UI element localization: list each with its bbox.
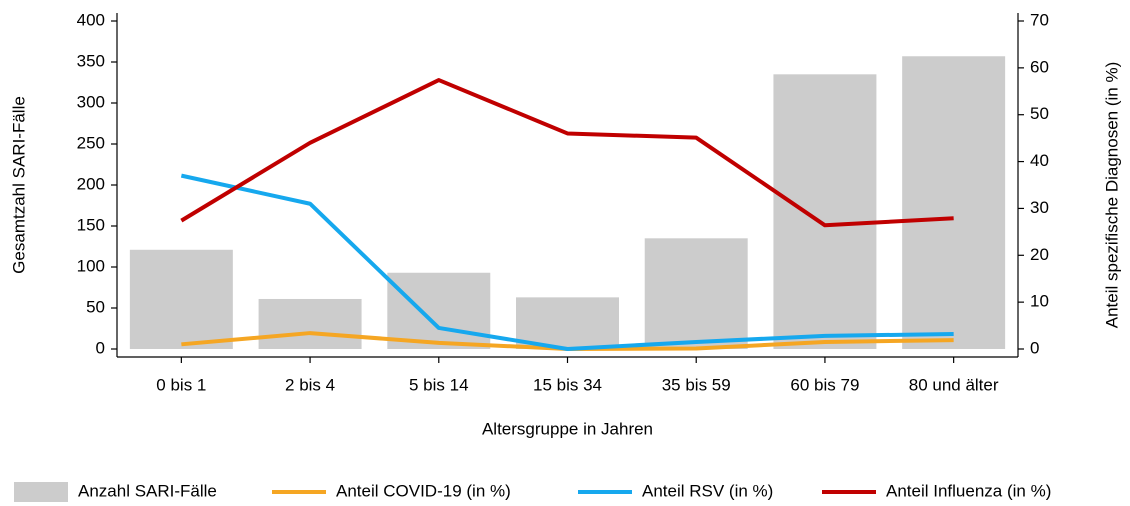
legend-label: Anteil COVID-19 (in %) <box>336 481 511 500</box>
bar <box>902 56 1006 349</box>
bar <box>258 298 362 349</box>
bar <box>387 272 491 349</box>
y2-axis-title: Anteil spezifische Diagnosen (in %) <box>1102 62 1121 328</box>
line <box>180 78 954 228</box>
line <box>180 173 954 351</box>
y2-tick-label: 50 <box>1030 104 1049 123</box>
y2-tick-label: 20 <box>1030 245 1049 264</box>
legend-label: Anteil Influenza (in %) <box>886 481 1051 500</box>
y-tick-label: 250 <box>77 133 105 152</box>
x-tick-label: 0 bis 1 <box>156 375 206 394</box>
x-tick-label: 60 bis 79 <box>790 375 859 394</box>
y2-tick-label: 40 <box>1030 151 1049 170</box>
y-tick-label: 300 <box>77 92 105 111</box>
x-tick-label: 2 bis 4 <box>285 375 335 394</box>
y-tick-label: 350 <box>77 51 105 70</box>
x-tick-label: 15 bis 34 <box>533 375 602 394</box>
legend-label: Anzahl SARI-Fälle <box>78 481 217 500</box>
x-axis-title: Altersgruppe in Jahren <box>482 419 653 438</box>
y-tick-label: 400 <box>77 10 105 29</box>
y-tick-label: 100 <box>77 256 105 275</box>
y-tick-label: 50 <box>86 297 105 316</box>
y-tick-label: 200 <box>77 174 105 193</box>
bar <box>516 297 619 349</box>
y2-tick-label: 0 <box>1030 338 1039 357</box>
x-tick-label: 5 bis 14 <box>409 375 469 394</box>
legend-label: Anteil RSV (in %) <box>642 481 773 500</box>
y-tick-label: 0 <box>96 338 105 357</box>
bar <box>644 238 748 349</box>
y2-tick-label: 30 <box>1030 198 1049 217</box>
y2-tick-label: 70 <box>1030 10 1049 29</box>
y-tick-label: 150 <box>77 215 105 234</box>
y2-tick-label: 10 <box>1030 292 1049 311</box>
y2-tick-label: 60 <box>1030 57 1049 76</box>
legend-swatch <box>14 482 68 502</box>
y-axis-title: Gesamtzahl SARI-Fälle <box>9 96 28 274</box>
bar <box>773 74 877 350</box>
bar <box>129 249 233 349</box>
x-tick-label: 35 bis 59 <box>662 375 731 394</box>
x-tick-label: 80 und älter <box>909 375 999 394</box>
